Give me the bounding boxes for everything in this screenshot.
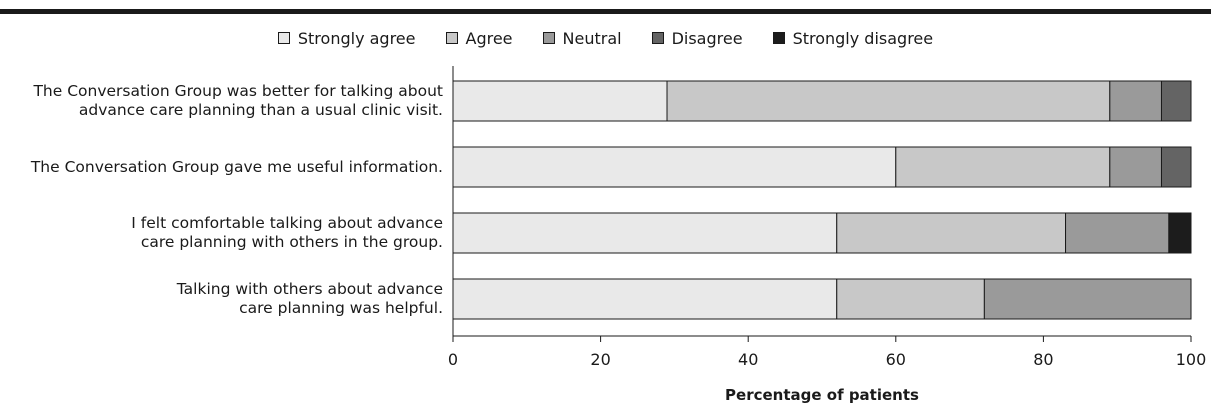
legend-swatch-disagree (651, 32, 664, 44)
category-label-0-line-0: The Conversation Group was better for ta… (33, 82, 443, 100)
bar-disagree-0 (1160, 80, 1192, 122)
category-label-2-line-0: I felt comfortable talking about advance (131, 214, 443, 232)
legend-item-neutral: Neutral (542, 28, 622, 48)
bar-neutral-1 (1109, 146, 1162, 188)
bar-agree-1 (895, 146, 1111, 188)
bar-agree-3 (836, 278, 985, 320)
bar-neutral-0 (1109, 80, 1162, 122)
bar-strongly-agree-1 (452, 146, 897, 188)
bar-disagree-1 (1160, 146, 1192, 188)
bar-strongly-agree-3 (452, 278, 838, 320)
category-label-0-text: The Conversation Group was better for ta… (33, 82, 443, 120)
x-tick-label-5: 100 (1176, 350, 1207, 369)
legend-item-agree: Agree (445, 28, 513, 48)
legend-item-strongly-disagree: Strongly disagree (772, 28, 934, 48)
x-tick-label-1: 20 (590, 350, 610, 369)
bar-strongly-agree-2 (452, 212, 838, 254)
legend-label-neutral: Neutral (562, 28, 622, 48)
x-tick-label-2: 40 (738, 350, 758, 369)
category-label-2: I felt comfortable talking about advance… (0, 213, 443, 253)
bar-agree-0 (666, 80, 1111, 122)
category-label-2-text: I felt comfortable talking about advance… (131, 214, 443, 252)
category-label-3-line-0: Talking with others about advance (176, 280, 443, 298)
bar-strongly-agree-0 (452, 80, 668, 122)
legend-swatch-agree (445, 32, 458, 44)
legend: Strongly agree Agree Neutral Disagree St… (0, 26, 1211, 50)
legend-item-disagree: Disagree (651, 28, 743, 48)
bar-neutral-2 (1065, 212, 1170, 254)
legend-label-disagree: Disagree (671, 28, 743, 48)
legend-label-agree: Agree (465, 28, 513, 48)
bar-agree-2 (836, 212, 1067, 254)
legend-label-strongly-agree: Strongly agree (297, 28, 416, 48)
x-axis-label: Percentage of patients (725, 386, 919, 404)
legend-item-strongly-agree: Strongly agree (277, 28, 416, 48)
x-tick-label-3: 60 (886, 350, 906, 369)
category-label-0-line-1: advance care planning than a usual clini… (78, 101, 443, 119)
x-tick-label-0: 0 (448, 350, 458, 369)
category-label-3-line-1: care planning was helpful. (239, 299, 443, 317)
category-label-1-line-0: The Conversation Group gave me useful in… (30, 157, 443, 176)
bar-neutral-3 (983, 278, 1192, 320)
legend-swatch-strongly-agree (277, 32, 290, 44)
legend-swatch-strongly-disagree (772, 32, 785, 44)
category-label-1: The Conversation Group gave me useful in… (0, 147, 443, 187)
legend-label-strongly-disagree: Strongly disagree (792, 28, 934, 48)
category-label-0: The Conversation Group was better for ta… (0, 81, 443, 121)
top-rule (0, 9, 1211, 14)
category-label-1-text: The Conversation Group gave me useful in… (31, 158, 443, 177)
legend-swatch-neutral (542, 32, 555, 44)
bar-strongly-disagree-2 (1168, 212, 1192, 254)
category-label-3-text: Talking with others about advance care p… (177, 280, 443, 318)
category-label-3: Talking with others about advance care p… (0, 279, 443, 319)
category-label-2-line-1: care planning with others in the group. (140, 233, 443, 251)
x-tick-label-4: 80 (1033, 350, 1053, 369)
